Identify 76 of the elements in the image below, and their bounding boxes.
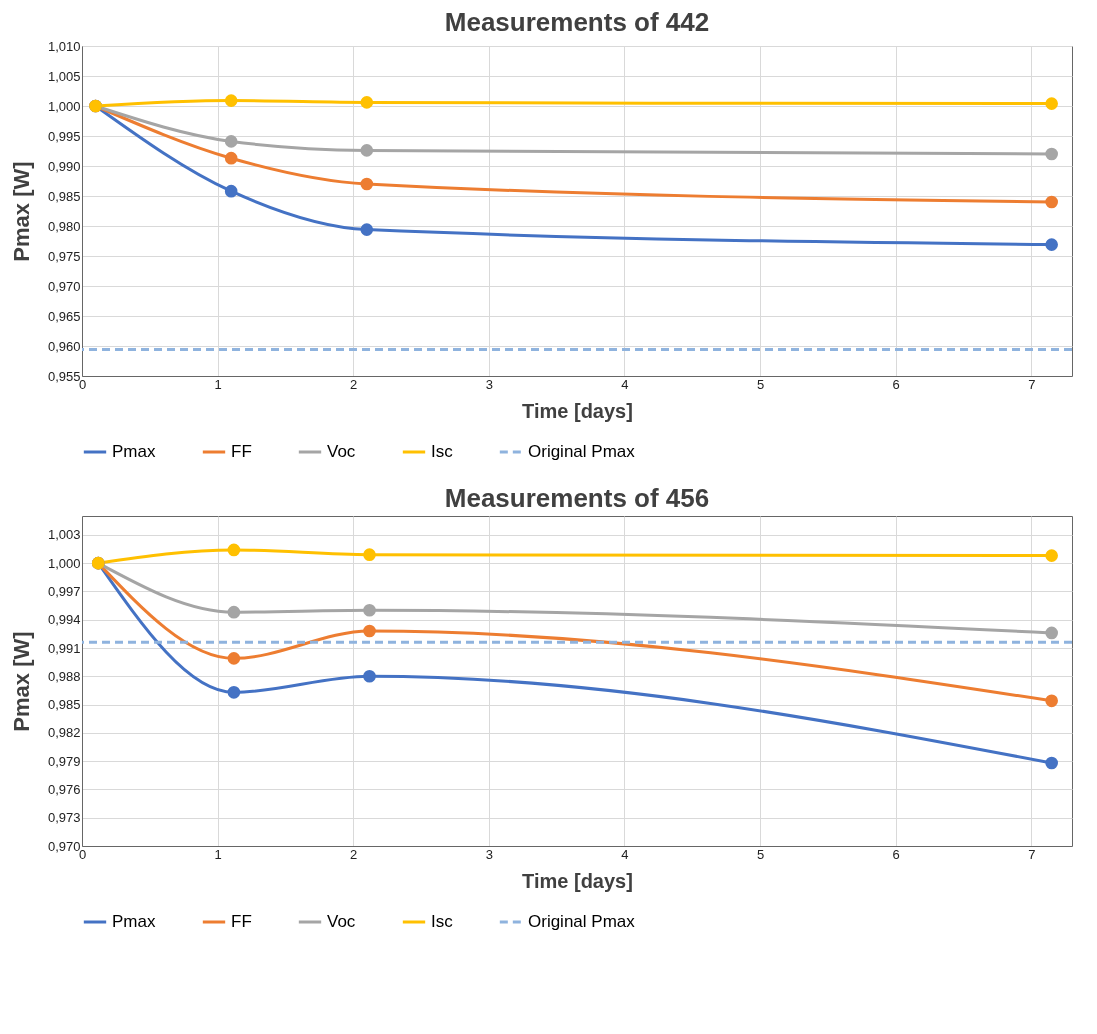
y-tick-label: 1,003 <box>47 527 81 543</box>
point <box>363 603 376 617</box>
point <box>363 669 376 683</box>
x-tick-label: 7 <box>1028 376 1036 392</box>
x-tick-label: 1 <box>214 376 222 392</box>
x-tick-label: 3 <box>485 376 493 392</box>
point <box>1045 97 1058 110</box>
x-tick-label: 6 <box>892 846 900 862</box>
point <box>1045 626 1058 640</box>
point <box>363 624 376 638</box>
y-tick-label: 0,976 <box>47 781 81 797</box>
y-tick-label: 0,970 <box>47 278 81 294</box>
x-axis-title: Time [days] <box>522 399 633 422</box>
y-tick-label: 0,979 <box>47 753 81 769</box>
point <box>227 686 241 699</box>
y-tick-label: 1,000 <box>47 98 81 114</box>
y-axis-title: Pmax [W] <box>8 161 34 262</box>
point <box>363 548 376 561</box>
y-tick-label: 0,995 <box>47 128 81 144</box>
point <box>1045 195 1058 209</box>
x-tick-label: 7 <box>1028 846 1036 862</box>
y-tick-label: 1,010 <box>47 38 81 54</box>
legend-label: Original Pmax <box>528 912 636 931</box>
y-tick-label: 0,990 <box>47 158 81 174</box>
x-tick-label: 5 <box>756 846 765 862</box>
x-tick-label: 2 <box>350 846 358 862</box>
legend-label: Original Pmax <box>528 442 636 461</box>
y-tick-label: 1,005 <box>47 68 81 84</box>
point <box>224 94 238 107</box>
chart-title: Measurements of 456 <box>444 483 710 513</box>
y-tick-label: 0,988 <box>47 668 81 684</box>
legend-label: Isc <box>431 912 454 931</box>
y-tick-label: 0,973 <box>47 810 81 826</box>
point <box>224 151 238 165</box>
y-tick-label: 0,994 <box>47 612 81 628</box>
y-tick-label: 0,975 <box>47 248 81 264</box>
point <box>227 605 241 619</box>
x-tick-label: 4 <box>621 376 629 392</box>
point <box>360 177 374 191</box>
x-tick-label: 4 <box>621 846 629 862</box>
legend-label: Voc <box>327 912 356 931</box>
legend-label: FF <box>231 912 252 931</box>
x-tick-label: 2 <box>350 376 358 392</box>
point <box>1045 549 1058 562</box>
y-tick-label: 0,982 <box>47 725 81 741</box>
point <box>227 652 241 665</box>
x-tick-label: 5 <box>756 376 765 392</box>
point <box>360 223 374 236</box>
legend-label: FF <box>231 442 252 461</box>
y-tick-label: 0,965 <box>47 308 81 324</box>
chart-title: Measurements of 442 <box>444 7 710 37</box>
point <box>224 135 238 148</box>
y-tick-label: 0,960 <box>47 338 81 354</box>
point <box>227 543 241 557</box>
x-axis-title: Time [days] <box>522 869 633 892</box>
y-tick-label: 0,980 <box>47 218 81 234</box>
point <box>360 96 374 109</box>
x-tick-label: 1 <box>214 846 222 862</box>
y-tick-label: 0,985 <box>47 697 81 713</box>
legend-label: Pmax <box>112 442 156 461</box>
point <box>360 144 374 157</box>
y-tick-label: 0,991 <box>47 640 81 656</box>
legend-label: Isc <box>431 442 454 461</box>
legend-label: Voc <box>327 442 356 461</box>
point <box>1045 238 1058 251</box>
point <box>1045 147 1058 161</box>
y-tick-label: 1,000 <box>47 555 81 571</box>
legend-label: Pmax <box>112 912 156 931</box>
x-tick-label: 6 <box>892 376 900 392</box>
y-tick-label: 0,997 <box>47 583 81 599</box>
point <box>1045 756 1058 770</box>
x-tick-label: 3 <box>485 846 493 862</box>
point <box>224 184 238 198</box>
y-axis-title: Pmax [W] <box>8 631 34 732</box>
y-tick-label: 0,985 <box>47 188 81 204</box>
point <box>1045 694 1058 708</box>
